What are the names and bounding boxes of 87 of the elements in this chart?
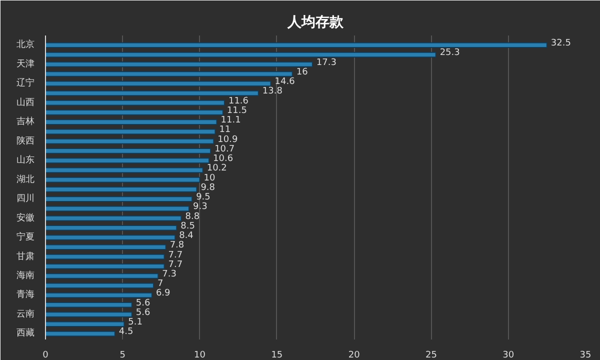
data-label: 10.9 — [218, 134, 238, 145]
data-label: 10.7 — [214, 144, 235, 154]
data-label: 17.3 — [316, 58, 336, 68]
x-tick-label: 35 — [580, 350, 592, 360]
bar — [46, 302, 132, 308]
y-tick-label: 天津 — [16, 58, 34, 70]
bar — [46, 330, 116, 337]
data-label: 11.6 — [228, 96, 249, 106]
bar — [46, 225, 178, 231]
y-tick-label: 西藏 — [16, 328, 34, 339]
y-tick-label: 青海 — [16, 289, 34, 300]
y-tick-label: 宁夏 — [16, 232, 34, 243]
bar — [46, 167, 204, 174]
bar — [46, 61, 313, 68]
x-tick-label: 20 — [348, 350, 360, 360]
bar — [46, 128, 216, 135]
data-label: 5.6 — [136, 298, 150, 308]
y-tick-label: 山西 — [16, 96, 34, 108]
data-label: 7.8 — [170, 240, 184, 251]
y-tick-label: 山东 — [16, 154, 34, 166]
data-label: 5.6 — [136, 308, 150, 318]
bar — [46, 186, 198, 192]
x-tick-label: 25 — [425, 350, 437, 360]
bar — [46, 312, 132, 318]
data-label: 10.2 — [206, 164, 227, 174]
x-tick-label: 15 — [271, 350, 283, 360]
data-label: 25.3 — [440, 48, 460, 58]
bar — [46, 158, 210, 164]
x-tick-label: 0 — [42, 350, 49, 360]
data-label: 9.5 — [196, 192, 210, 203]
x-tick-label: 30 — [502, 350, 514, 360]
y-tick-label: 甘肃 — [16, 250, 34, 262]
bar — [46, 244, 166, 250]
bar — [46, 148, 212, 154]
data-label: 9.3 — [192, 202, 208, 212]
data-label: 16 — [296, 67, 308, 78]
data-label: 7 — [158, 279, 164, 290]
y-tick-label: 四川 — [16, 193, 34, 204]
bar — [46, 254, 165, 260]
bar — [46, 119, 218, 125]
x-tick-label: 10 — [194, 350, 206, 360]
y-tick-label: 安徽 — [16, 212, 34, 224]
y-tick-label: 陕西 — [16, 135, 34, 146]
bar — [46, 110, 224, 116]
bar — [46, 176, 200, 183]
y-tick-label: 吉林 — [16, 116, 34, 128]
y-tick-label: 海南 — [16, 270, 34, 282]
data-label: 4.5 — [118, 327, 134, 338]
y-tick-label: 云南 — [16, 308, 34, 320]
data-label: 5.1 — [128, 318, 143, 328]
data-label: 14.6 — [274, 77, 296, 88]
data-label: 11 — [219, 125, 231, 136]
bar — [46, 71, 293, 77]
data-label: 10 — [204, 173, 216, 184]
data-label: 13.8 — [262, 86, 283, 97]
data-label: 11.1 — [220, 116, 241, 126]
y-tick-label: 辽宁 — [16, 78, 34, 89]
data-label: 11.5 — [226, 106, 247, 116]
bar — [46, 206, 190, 212]
bar — [46, 273, 159, 279]
bar — [46, 100, 225, 106]
data-label: 9.8 — [200, 182, 216, 193]
bar — [46, 321, 125, 328]
bar — [46, 90, 259, 96]
bar — [46, 282, 154, 289]
bar — [46, 292, 152, 298]
x-tick-label: 5 — [120, 350, 126, 360]
bar — [46, 42, 548, 48]
data-label: 7.3 — [162, 270, 176, 280]
data-label: 32.5 — [550, 38, 571, 49]
bar — [46, 138, 214, 144]
bar — [46, 80, 272, 87]
bar — [46, 196, 193, 202]
bar — [46, 263, 165, 270]
chart-title: 人均存款 — [286, 14, 344, 30]
data-label: 7.7 — [168, 260, 183, 270]
y-tick-label: 北京 — [16, 39, 34, 50]
bar — [46, 234, 176, 240]
data-label: 6.9 — [156, 288, 171, 299]
data-label: 8.4 — [179, 231, 194, 242]
data-label: 10.6 — [213, 154, 234, 164]
data-label: 8.8 — [185, 212, 200, 222]
data-label: 8.5 — [180, 221, 195, 232]
bar — [46, 215, 182, 222]
data-label: 7.7 — [168, 250, 183, 260]
y-tick-label: 湖北 — [16, 174, 34, 185]
bar — [46, 52, 436, 58]
